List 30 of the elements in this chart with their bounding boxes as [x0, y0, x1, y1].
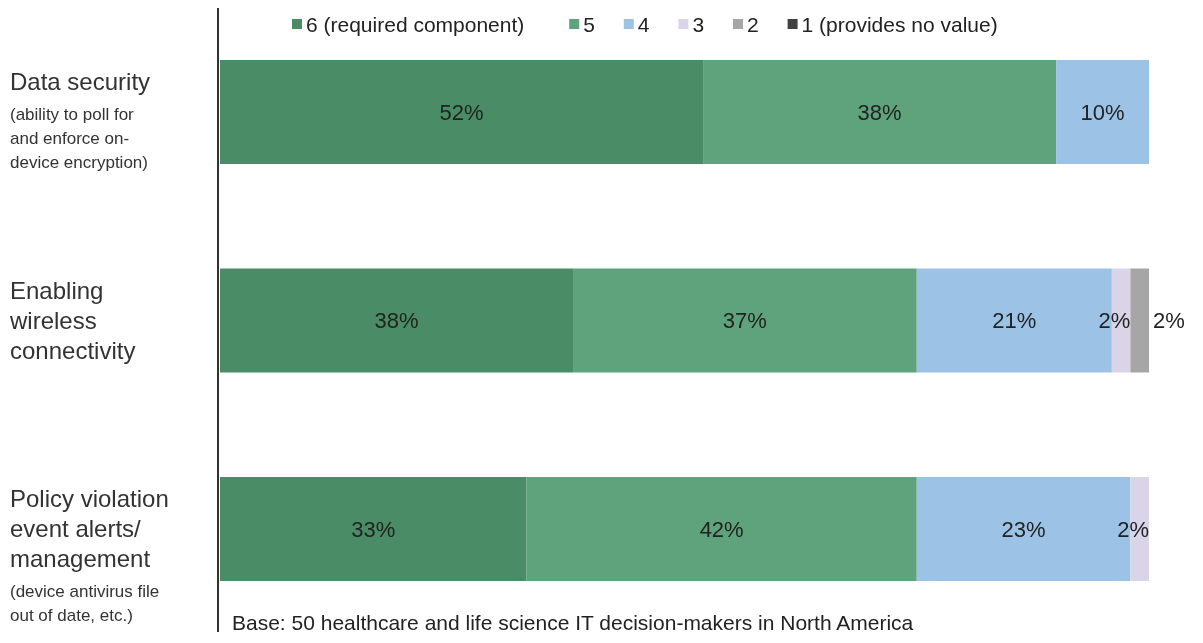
bar — [220, 268, 574, 373]
legend-label: 3 — [692, 12, 705, 36]
data-label: 2% — [1098, 308, 1131, 333]
y-tick-label: Policy violation event alerts/ management (device antivirus file out of date, etc.) — [10, 485, 169, 625]
annotation: Base: 50 healthcare and life science IT decision-makers in North America — [232, 611, 914, 634]
bar — [220, 60, 704, 164]
bar — [526, 477, 917, 581]
data-label: 21% — [992, 308, 1037, 333]
data-label: 2% — [1153, 308, 1185, 333]
bar — [573, 268, 917, 373]
data-label: 23% — [1001, 516, 1046, 542]
y-tick-label: Enabling wireless connectivity — [9, 276, 136, 364]
legend-label: 6 (required component) — [306, 12, 525, 36]
legend-label: 1 (provides no value) — [801, 12, 998, 36]
y-tick-label: Data security (ability to poll for and enforce on- device encryption) — [10, 68, 151, 172]
legend-label: 4 — [637, 12, 650, 36]
bar — [703, 60, 1057, 164]
bar — [220, 477, 527, 581]
legend-label: 5 — [583, 12, 595, 36]
data-label: 38% — [857, 99, 902, 125]
data-label: 10% — [1080, 99, 1125, 125]
bar — [1130, 268, 1149, 373]
data-label: 33% — [351, 516, 396, 542]
bar — [1056, 60, 1149, 164]
data-label: 2% — [1117, 516, 1149, 542]
legend-label: 2 — [747, 12, 759, 36]
data-label: 42% — [699, 516, 744, 542]
data-label: 38% — [374, 308, 419, 333]
data-label: 52% — [439, 99, 484, 125]
data-label: 37% — [722, 308, 767, 333]
